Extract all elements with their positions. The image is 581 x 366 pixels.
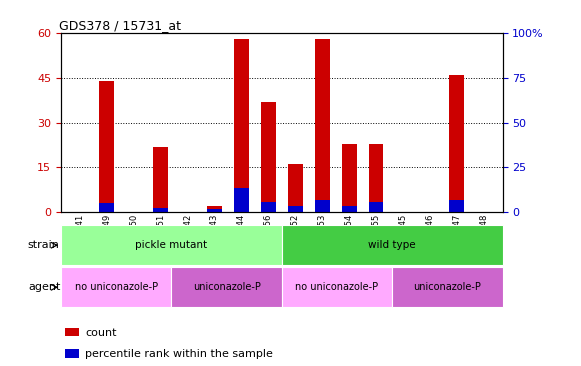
Text: no uniconazole-P: no uniconazole-P [74, 282, 158, 292]
Text: wild type: wild type [368, 240, 416, 250]
Text: agent: agent [28, 282, 60, 292]
Text: pickle mutant: pickle mutant [135, 240, 207, 250]
Bar [282, 225, 503, 265]
Text: GDS378 / 15731_at: GDS378 / 15731_at [59, 19, 181, 32]
Bar [288, 206, 303, 212]
Bar [234, 39, 249, 212]
Bar [171, 267, 282, 307]
Bar [342, 143, 357, 212]
Text: percentile rank within the sample: percentile rank within the sample [85, 349, 273, 359]
Bar [207, 209, 222, 212]
Bar [153, 146, 168, 212]
Bar [61, 267, 171, 307]
Bar [61, 225, 282, 265]
Bar [261, 102, 276, 212]
Bar [99, 203, 114, 212]
Text: uniconazole-P: uniconazole-P [414, 282, 481, 292]
Bar [342, 206, 357, 212]
Text: uniconazole-P: uniconazole-P [193, 282, 260, 292]
Bar [234, 188, 249, 212]
Bar [153, 208, 168, 212]
Bar [282, 267, 392, 307]
Bar [449, 200, 464, 212]
Text: strain: strain [28, 240, 60, 250]
Bar [368, 143, 383, 212]
Bar [261, 202, 276, 212]
Bar [207, 206, 222, 212]
Bar [368, 202, 383, 212]
Bar [315, 200, 329, 212]
Bar [392, 267, 503, 307]
Bar [449, 75, 464, 212]
Text: no uniconazole-P: no uniconazole-P [295, 282, 379, 292]
Text: count: count [85, 328, 117, 338]
Bar [66, 328, 78, 336]
Bar [288, 164, 303, 212]
Bar [315, 39, 329, 212]
Bar [66, 349, 78, 358]
Bar [99, 81, 114, 212]
